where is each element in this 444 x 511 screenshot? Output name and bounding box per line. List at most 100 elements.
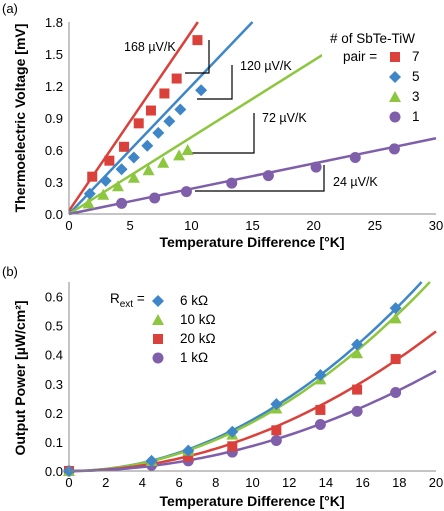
data-point-7 <box>87 171 98 182</box>
data-point-7 <box>159 88 170 99</box>
panel-a-legend-background <box>322 30 438 134</box>
panel-b-x-tick-label: 2 <box>102 475 109 490</box>
panel-b-power-chart: (b) 0 2 4 6 8 10 12 14 16 18 20 0.0 0.1 0.2 0.3 0.4 0.5… <box>2 264 443 509</box>
panel-b-x-axis-title: Temperature Difference [°K] <box>159 493 344 509</box>
panel-b-y-tick-label: 0.2 <box>45 406 63 421</box>
panel-a-x-tick-label: 0 <box>65 218 72 233</box>
data-point-7 <box>119 141 130 152</box>
fit-line-1 <box>68 137 437 216</box>
data-point-5 <box>195 84 208 97</box>
panel-a-voltage-chart: (a) 0 5 10 15 20 25 30 0.00.30.60.91.21.51.8 T… <box>2 1 443 250</box>
data-point-1 <box>310 161 322 173</box>
panel-b-y-tick-label: 0.1 <box>45 435 63 450</box>
data-point-7 <box>145 105 156 116</box>
panel-a-y-tick-label: 0.0 <box>45 207 63 222</box>
data-point-5 <box>115 163 128 176</box>
panel-a-y-tick-label: 1.5 <box>45 47 63 62</box>
fit-curve-20kΩ <box>69 330 437 473</box>
panel-a-x-axis-title: Temperature Difference [°K] <box>159 234 344 250</box>
data-point-6kΩ <box>314 369 327 382</box>
data-point-5 <box>83 187 96 200</box>
fit-line-5 <box>68 21 254 215</box>
slope-triangle-120 <box>197 65 233 100</box>
fit-curve-1kΩ <box>69 369 437 473</box>
legend-marker-7 <box>390 52 400 62</box>
panel-a-y-tick-label: 0.9 <box>45 111 63 126</box>
annotation-120: 120 µV/K <box>240 59 292 73</box>
panel-b-y-tick-label: 0.5 <box>45 319 63 334</box>
data-point-1kΩ <box>314 418 326 430</box>
data-point-1 <box>388 143 400 155</box>
data-point-7 <box>133 118 144 129</box>
legend-label-20kΩ: 20 kΩ <box>180 331 216 346</box>
legend-label-10kΩ: 10 kΩ <box>180 312 216 327</box>
panel-b-x-tick-label: 8 <box>212 475 219 490</box>
panel-a-data-points <box>82 35 400 209</box>
data-point-1 <box>180 186 192 198</box>
panel-a-y-tick-label: 1.2 <box>45 79 63 94</box>
panel-b-x-tick-label: 14 <box>319 475 333 490</box>
legend-marker-3 <box>389 91 401 102</box>
panel-b-x-tick-label: 18 <box>392 475 406 490</box>
data-point-1 <box>349 151 361 163</box>
panel-a-x-tick-label: 25 <box>368 218 382 233</box>
annotation-168: 168 µV/K <box>124 40 176 54</box>
panel-a-x-tick-label: 10 <box>184 218 198 233</box>
data-point-6kΩ <box>389 302 402 315</box>
legend-label-6kΩ: 6 kΩ <box>180 293 208 308</box>
panel-a-y-axis-title: Thermoelectric Voltage [mV] <box>12 24 28 213</box>
data-point-3 <box>181 144 194 155</box>
panel-a-y-tick-label: 0.3 <box>45 175 63 190</box>
data-point-5 <box>163 115 176 128</box>
data-point-7 <box>192 35 203 46</box>
data-point-3 <box>142 164 155 176</box>
panel-b-label: (b) <box>2 264 18 279</box>
panel-a-x-tick-label: 5 <box>127 218 134 233</box>
data-point-1 <box>149 192 161 204</box>
data-point-20kΩ <box>315 404 326 415</box>
legend-marker-20kΩ <box>153 334 163 344</box>
data-point-20kΩ <box>390 354 401 365</box>
data-point-6kΩ <box>351 338 364 351</box>
panel-a-label: (a) <box>2 1 18 16</box>
slope-triangle-72 <box>189 113 255 154</box>
panel-b-x-tick-label: 20 <box>429 475 443 490</box>
legend-label-7: 7 <box>412 49 420 64</box>
legend-label-5: 5 <box>412 69 420 84</box>
panel-a-x-tick-label: 30 <box>429 218 443 233</box>
legend-marker-1 <box>389 111 401 123</box>
legend-title-r: R <box>110 291 120 306</box>
data-point-3 <box>127 171 140 183</box>
panel-a-x-tick-label: 20 <box>306 218 320 233</box>
slope-triangle-168 <box>185 40 210 74</box>
panel-b-y-tick-label: 0.3 <box>45 377 63 392</box>
data-point-3 <box>97 188 110 200</box>
data-point-5 <box>174 103 187 116</box>
data-point-1kΩ <box>270 434 282 446</box>
panel-b-fit-curves <box>69 281 437 473</box>
panel-b-x-tick-label: 12 <box>282 475 296 490</box>
data-point-7 <box>104 155 115 166</box>
panel-a-y-tick-label: 0.6 <box>45 143 63 158</box>
fit-curve-10kΩ <box>69 281 431 473</box>
panel-a-slope-triangles <box>185 40 325 192</box>
legend-marker-1kΩ <box>152 352 164 364</box>
data-point-20kΩ <box>352 384 363 395</box>
legend-marker-10kΩ <box>152 314 164 325</box>
data-point-7 <box>171 73 182 84</box>
data-point-1 <box>262 170 274 182</box>
data-point-1kΩ <box>351 405 363 417</box>
panel-a-x-tick-label: 15 <box>245 218 259 233</box>
legend-title-equals: = <box>133 291 145 306</box>
panel-a-legend-subtitle: pair = <box>343 49 377 64</box>
data-point-20kΩ <box>271 425 282 436</box>
panel-a-y-tick-labels: 0.0 0.3 0.6 0.9 1.2 1.5 1.8 <box>45 15 63 222</box>
data-point-10kΩ <box>389 312 402 324</box>
panel-b-x-tick-label: 10 <box>245 475 259 490</box>
data-point-3 <box>157 156 170 168</box>
panel-a-legend-title: # of SbTe-TiW <box>330 31 415 46</box>
panel-b-x-tick-labels: 0 2 4 6 8 10 12 14 16 18 20 <box>65 475 443 490</box>
fit-line-3 <box>68 53 323 216</box>
panel-b-x-tick-label: 0 <box>65 475 72 490</box>
